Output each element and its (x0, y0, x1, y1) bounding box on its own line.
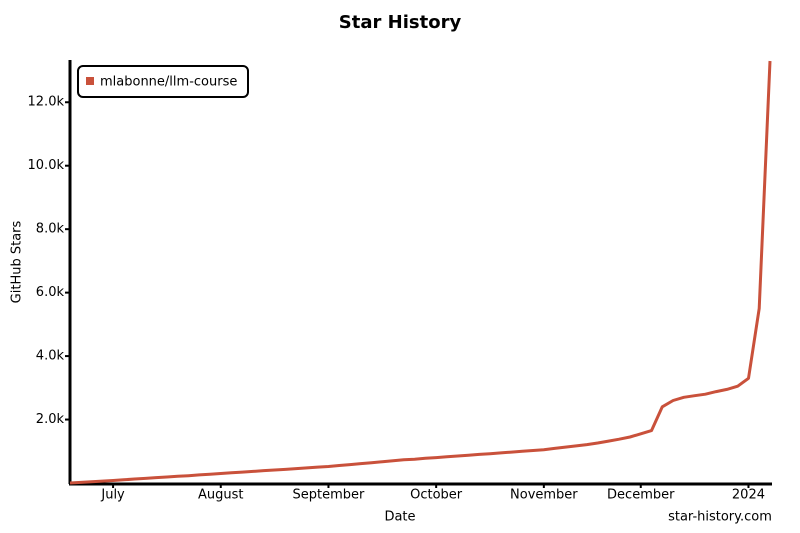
y-tick-label: 2.0k (36, 412, 65, 427)
legend-box (77, 65, 249, 98)
y-tick-label: 8.0k (36, 222, 65, 237)
x-tick-label: August (198, 488, 244, 503)
x-tick-label: November (510, 488, 578, 503)
legend-swatch (86, 77, 94, 85)
y-tick-label: 12.0k (28, 95, 65, 110)
x-tick-label: December (607, 488, 675, 503)
x-tick-label: 2024 (732, 488, 765, 503)
x-tick-label: September (293, 488, 366, 503)
y-tick-label: 6.0k (36, 285, 65, 300)
y-tick-label: 4.0k (36, 349, 65, 364)
x-axis-label: Date (384, 510, 415, 525)
watermark: star-history.com (668, 510, 772, 525)
x-tick-label: October (410, 488, 463, 503)
chart-title: Star History (339, 12, 462, 33)
y-axis-label: GitHub Stars (10, 220, 25, 303)
y-tick-label: 10.0k (28, 158, 65, 173)
series-line (69, 60, 772, 485)
x-tick-label: July (100, 488, 125, 503)
legend-label: mlabonne/llm-course (100, 75, 237, 90)
